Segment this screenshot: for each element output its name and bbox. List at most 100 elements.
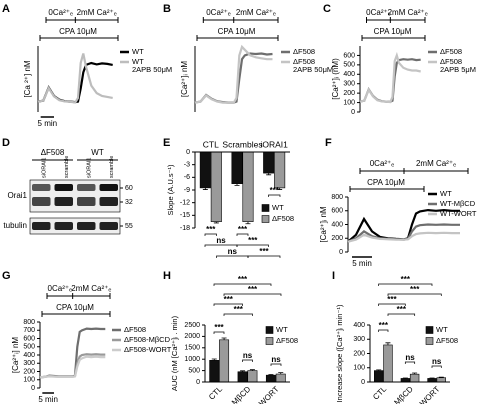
y-tick-label: 200 bbox=[23, 368, 35, 375]
annotation: 0Ca²⁺ₑ bbox=[370, 159, 395, 168]
x-tick-label: iORAI1 bbox=[260, 139, 288, 149]
significance-bracket bbox=[378, 283, 433, 286]
y-tick-label: 0 bbox=[361, 379, 365, 386]
panel-label: C bbox=[323, 3, 331, 15]
legend-label: WT bbox=[436, 325, 448, 334]
legend-label: ΔF508-WORT bbox=[124, 345, 172, 354]
y-tick-label: 100 bbox=[353, 365, 365, 372]
panel-label: G bbox=[2, 270, 11, 282]
annotation: 0Ca²⁺ₑ bbox=[48, 284, 73, 293]
marker-label: 55 bbox=[125, 223, 133, 230]
significance-label: *** bbox=[224, 295, 234, 304]
y-tick-label: 0 bbox=[196, 379, 200, 386]
significance-bracket bbox=[223, 293, 282, 296]
trace bbox=[39, 327, 106, 379]
legend-line: ΔF508 bbox=[293, 57, 317, 66]
y-tick-label: 0 bbox=[186, 149, 190, 156]
y-tick-label: 300 bbox=[353, 336, 365, 343]
band bbox=[99, 222, 118, 230]
trace bbox=[37, 53, 113, 104]
lane-label: scramble bbox=[109, 156, 115, 178]
y-tick-label: 200 bbox=[331, 235, 343, 242]
band bbox=[99, 184, 118, 191]
trace bbox=[359, 58, 421, 103]
legend-line: 2APB 5μM bbox=[440, 65, 476, 74]
y-tick-label: 800 bbox=[23, 319, 35, 326]
error-bar bbox=[234, 183, 240, 186]
significance-bracket bbox=[213, 331, 225, 334]
significance-label: *** bbox=[206, 225, 216, 234]
legend-swatch bbox=[265, 337, 274, 345]
band bbox=[54, 184, 73, 191]
legend-label: ΔF508 bbox=[436, 336, 458, 345]
y-tick-label: 400 bbox=[23, 352, 35, 359]
legend-label: ΔF508 2APB 5μM bbox=[440, 57, 476, 74]
y-tick-label: 500 bbox=[23, 344, 35, 351]
trace bbox=[194, 44, 273, 104]
significance-bracket bbox=[387, 313, 416, 316]
error-bar bbox=[266, 173, 272, 176]
row-label: tubulin bbox=[3, 221, 27, 230]
significance-bracket bbox=[431, 365, 442, 368]
significance-label: *** bbox=[270, 186, 280, 195]
y-tick-label: 1500 bbox=[184, 345, 200, 352]
y-tick-label: 400 bbox=[331, 221, 343, 228]
bar bbox=[209, 360, 220, 383]
legend-label: WT 2APB 50μM bbox=[132, 57, 172, 74]
y-axis-label: [Ca²⁺ᵢ] nM bbox=[11, 337, 20, 373]
legend-swatch bbox=[261, 204, 270, 212]
significance-label: ns bbox=[243, 351, 253, 360]
bar bbox=[199, 151, 211, 189]
legend-line: WT bbox=[132, 57, 146, 66]
significance-label: *** bbox=[214, 323, 224, 332]
error-bar bbox=[245, 221, 251, 225]
significance-label: *** bbox=[379, 321, 389, 330]
y-tick-label: 2000 bbox=[184, 333, 200, 340]
error-bar bbox=[221, 337, 227, 340]
legend-swatch bbox=[265, 326, 274, 334]
significance-label: *** bbox=[410, 285, 420, 294]
annotation: 5 min bbox=[38, 395, 58, 404]
bar bbox=[436, 377, 446, 383]
x-tick-label: WORT bbox=[257, 384, 281, 404]
y-tick-label: 600 bbox=[23, 335, 35, 342]
lane-label: scramble bbox=[64, 156, 70, 178]
y-tick-label: 600 bbox=[331, 208, 343, 215]
y-axis-label: Slope (A.U.s⁻¹) bbox=[166, 164, 175, 216]
significance-bracket bbox=[268, 194, 281, 197]
annotation: 2mM Ca²⁺ₑ bbox=[388, 8, 428, 17]
significance-label: ns bbox=[228, 247, 238, 256]
bar bbox=[400, 378, 411, 383]
error-bar bbox=[249, 369, 255, 371]
error-bar bbox=[240, 370, 246, 372]
significance-bracket bbox=[216, 255, 249, 258]
significance-label: ns bbox=[271, 355, 281, 364]
annotation: 0Ca²⁺ₑ bbox=[366, 8, 391, 17]
y-tick-label: -12 bbox=[180, 200, 190, 207]
significance-label: *** bbox=[234, 305, 244, 314]
band bbox=[32, 222, 51, 230]
trace bbox=[347, 231, 460, 243]
significance-bracket bbox=[213, 303, 243, 306]
band bbox=[54, 222, 73, 230]
annotation: 2mM Ca²⁺ₑ bbox=[416, 159, 456, 168]
bar bbox=[237, 371, 248, 383]
bar bbox=[275, 373, 286, 383]
bar bbox=[219, 339, 230, 383]
y-tick-label: 0 bbox=[339, 249, 343, 256]
significance-label: *** bbox=[397, 305, 407, 314]
y-tick-label: -18 bbox=[180, 225, 190, 232]
legend-swatch bbox=[425, 337, 434, 345]
significance-bracket bbox=[213, 283, 272, 286]
annotation: CPA 10μM bbox=[218, 27, 256, 36]
bar bbox=[383, 344, 393, 383]
trace bbox=[39, 355, 106, 379]
band bbox=[32, 184, 51, 191]
legend-label: ΔF508 2APB 50μM bbox=[293, 57, 333, 74]
significance-bracket bbox=[387, 293, 442, 296]
error-bar bbox=[412, 372, 418, 375]
legend-label: WT-MβCD bbox=[440, 199, 476, 208]
legend-label: ΔF508 bbox=[440, 47, 462, 56]
bar bbox=[274, 151, 286, 189]
